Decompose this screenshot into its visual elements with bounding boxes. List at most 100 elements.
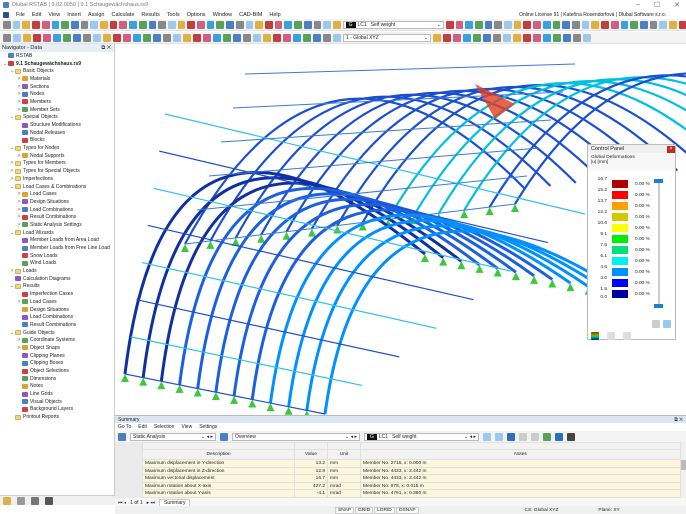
toolbar-button-icon[interactable] <box>473 33 481 42</box>
summary-menu-settings[interactable]: Settings <box>199 424 218 430</box>
toolbar-button-icon[interactable] <box>23 33 31 42</box>
filter-tab-icon[interactable] <box>607 332 615 340</box>
toolbar-button-icon[interactable] <box>445 20 454 29</box>
toolbar-button-icon[interactable] <box>493 33 501 42</box>
navigator-close-button[interactable]: ⧉ ✕ <box>101 44 111 51</box>
toolbar-button-icon[interactable] <box>293 33 301 42</box>
expand-arrow-icon[interactable]: > <box>17 191 21 198</box>
purlin-member[interactable] <box>147 224 474 301</box>
arch-member[interactable] <box>287 219 590 407</box>
col-unit[interactable]: Unit <box>327 449 361 461</box>
toolbar-button-icon[interactable] <box>294 20 302 29</box>
nav-item-types-for-nodes[interactable]: ⌄ Types for Nodes <box>0 144 114 152</box>
expand-arrow-icon[interactable]: ⌄ <box>9 68 15 75</box>
control-panel-close-button[interactable]: × <box>667 145 675 153</box>
toolbar-button-icon[interactable] <box>523 33 531 42</box>
col-description[interactable]: Description <box>142 449 295 461</box>
result-table-select[interactable]: Overview ⌄ ◂ ▸ <box>232 432 360 441</box>
expand-arrow-icon[interactable]: > <box>17 221 21 228</box>
toolbar-button-icon[interactable] <box>571 20 580 29</box>
toolbar-button-icon[interactable] <box>465 20 473 29</box>
summary-scrollbar[interactable] <box>681 442 686 498</box>
arch-member[interactable] <box>285 89 628 233</box>
summary-menu-view[interactable]: View <box>181 424 193 430</box>
toolbar-button-icon[interactable] <box>669 20 677 29</box>
toolbar-button-icon[interactable] <box>562 20 570 29</box>
export-icon[interactable] <box>531 432 539 441</box>
purlin-member[interactable] <box>220 119 552 143</box>
expand-arrow-icon[interactable]: ⌄ <box>9 229 15 236</box>
toolbar-button-icon[interactable] <box>433 33 441 42</box>
toolbar-button-icon[interactable] <box>303 33 311 42</box>
expand-arrow-icon[interactable]: > <box>17 98 21 105</box>
toolbar-button-icon[interactable] <box>620 20 629 29</box>
toolbar-button-icon[interactable] <box>138 20 147 29</box>
arch-member[interactable] <box>196 192 499 389</box>
purlin-member[interactable] <box>153 187 511 272</box>
toolbar-button-icon[interactable] <box>90 20 99 29</box>
expand-arrow-icon[interactable]: ⌄ <box>9 145 15 152</box>
toolbar-button-icon[interactable] <box>63 33 71 42</box>
toolbar-button-icon[interactable] <box>197 20 205 29</box>
nav-item-sections[interactable]: > Sections <box>0 83 114 91</box>
toolbar-button-icon[interactable] <box>103 33 111 42</box>
nav-item-member-sets[interactable]: > Member Sets <box>0 106 114 114</box>
nav-item-visual-objects[interactable]: Visual Objects <box>0 398 114 406</box>
expand-arrow-icon[interactable]: ⌄ <box>2 60 8 67</box>
toolbar-button-icon[interactable] <box>193 33 201 42</box>
arch-member[interactable] <box>463 76 686 211</box>
arch-member[interactable] <box>437 78 686 214</box>
toolbar-button-icon[interactable] <box>12 20 21 29</box>
toolbar-button-icon[interactable] <box>177 20 186 29</box>
toolbar-button-icon[interactable] <box>153 33 161 42</box>
arch-member[interactable] <box>305 224 608 411</box>
load-case-select[interactable]: G LC1 Self weight ⌄ ◂ ▸ <box>364 432 479 441</box>
nav-item-load-cases[interactable]: > Load Cases <box>0 298 114 306</box>
toolbar-button-icon[interactable] <box>119 20 128 29</box>
arch-member[interactable] <box>209 95 552 242</box>
nav-item-dimensions[interactable]: Dimensions <box>0 375 114 383</box>
purlin-member[interactable] <box>124 373 326 415</box>
expand-arrow-icon[interactable]: > <box>17 298 21 305</box>
toolbar-button-icon[interactable] <box>455 20 464 29</box>
toolbar-button-icon[interactable] <box>523 20 532 29</box>
menu-insert[interactable]: Insert <box>67 11 81 18</box>
nav-item-snow-loads[interactable]: Snow Loads <box>0 252 114 260</box>
purlin-member[interactable] <box>159 150 548 244</box>
toolbar-button-icon[interactable] <box>503 33 511 42</box>
toolbar-button-icon[interactable] <box>123 33 131 42</box>
nav-item-member-loads-from-free-line-load[interactable]: Member Loads from Free Line Load <box>0 244 114 252</box>
pager-next-button[interactable]: ▸ ⏭ <box>146 499 156 506</box>
toolbar-button-icon[interactable] <box>226 20 234 29</box>
toolbar-button-icon[interactable] <box>610 20 619 29</box>
toolbar-button-icon[interactable] <box>133 33 141 42</box>
toolbar-button-icon[interactable] <box>513 33 521 42</box>
toolbar-button-icon[interactable] <box>443 33 451 42</box>
arch-member[interactable] <box>184 97 526 245</box>
toolbar-button-icon[interactable] <box>173 33 181 42</box>
status-lgrid-toggle[interactable]: LGRID <box>374 506 395 514</box>
toolbar-button-icon[interactable] <box>303 20 312 29</box>
toolbar-button-icon[interactable] <box>129 20 137 29</box>
app-menu-icon[interactable] <box>3 11 9 18</box>
toolbar-button-icon[interactable] <box>43 33 51 42</box>
col-notes[interactable]: Notes <box>360 449 681 461</box>
nav-item-rstab[interactable]: RSTAB <box>0 52 114 60</box>
nav-item-types-for-members[interactable]: > Types for Members <box>0 160 114 168</box>
toolbar-button-icon[interactable] <box>233 33 241 42</box>
toolbar-button-icon[interactable] <box>649 20 658 29</box>
toolbar-button-icon[interactable] <box>206 20 215 29</box>
panel-settings-icon[interactable] <box>652 320 660 328</box>
toolbar-button-icon[interactable] <box>659 20 668 29</box>
toolbar-button-icon[interactable] <box>73 33 81 42</box>
toolbar-button-icon[interactable] <box>463 33 471 42</box>
select-all-icon[interactable] <box>495 432 503 441</box>
toolbar-button-icon[interactable] <box>203 33 211 42</box>
nav-item-load-cases[interactable]: > Load Cases <box>0 190 114 198</box>
display-factors-tab-icon[interactable] <box>623 332 631 340</box>
nav-item-result-combinations[interactable]: Result Combinations <box>0 321 114 329</box>
toolbar-button-icon[interactable] <box>113 33 121 42</box>
toolbar-button-icon[interactable] <box>243 33 251 42</box>
nav-item-clipping-planes[interactable]: Clipping Planes <box>0 352 114 360</box>
legend-slider-min-handle[interactable] <box>654 304 663 308</box>
